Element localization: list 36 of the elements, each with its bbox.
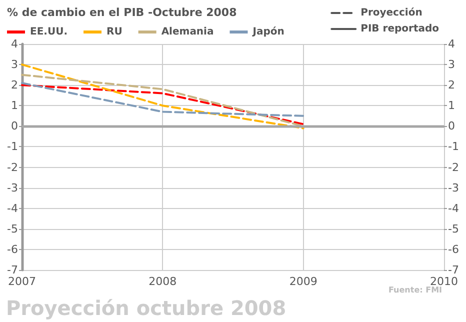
y2-tick-label: -7 [448, 264, 459, 276]
y2-tick-label: -3 [448, 181, 459, 194]
y2-tick-label: -5 [448, 222, 459, 236]
y-tick-label: 2 [11, 78, 18, 92]
y2-tick-label: -2 [448, 160, 459, 174]
y2-tick-label: -1 [448, 140, 459, 154]
legend-label: PIB reportado [360, 24, 440, 34]
y2-tick-label: -6 [448, 242, 459, 256]
x-tick-label: 2010 [430, 275, 458, 288]
y2-tick-label: 0 [448, 120, 455, 133]
y-tick-label: -5 [7, 222, 18, 236]
y-tick-label: 4 [11, 38, 18, 50]
y-tick-label: 0 [11, 120, 18, 133]
y2-tick-label: 2 [448, 78, 455, 92]
x-tick-label: 2009 [289, 275, 318, 288]
y-tick-label: -6 [7, 242, 18, 256]
y-tick-label: -7 [7, 264, 18, 276]
legend-label: EE.UU. [30, 26, 68, 38]
legend-label: Japón [252, 26, 284, 38]
y-tick-label: -2 [7, 160, 18, 174]
source-note: Fuente: FMI [388, 286, 442, 294]
y-tick-label: 1 [11, 99, 18, 112]
y2-tick-label: 4 [448, 38, 455, 50]
legend-label: Alemania [161, 26, 214, 38]
y-tick-label: -4 [7, 202, 18, 215]
y-tick-label: -1 [7, 140, 18, 154]
y2-tick-label: 3 [448, 58, 455, 72]
x-tick-label: 2008 [148, 275, 177, 288]
y-tick-label: -3 [7, 181, 18, 194]
x-tick-label: 2007 [8, 275, 36, 288]
chart-title: % de cambio en el PIB -Octubre 2008 [7, 6, 237, 19]
y2-tick-label: 1 [448, 99, 455, 112]
legend-label: RU [106, 26, 122, 38]
y-tick-label: 3 [11, 58, 18, 72]
legend-label: Proyección [360, 8, 422, 18]
y2-tick-label: -4 [448, 202, 459, 215]
